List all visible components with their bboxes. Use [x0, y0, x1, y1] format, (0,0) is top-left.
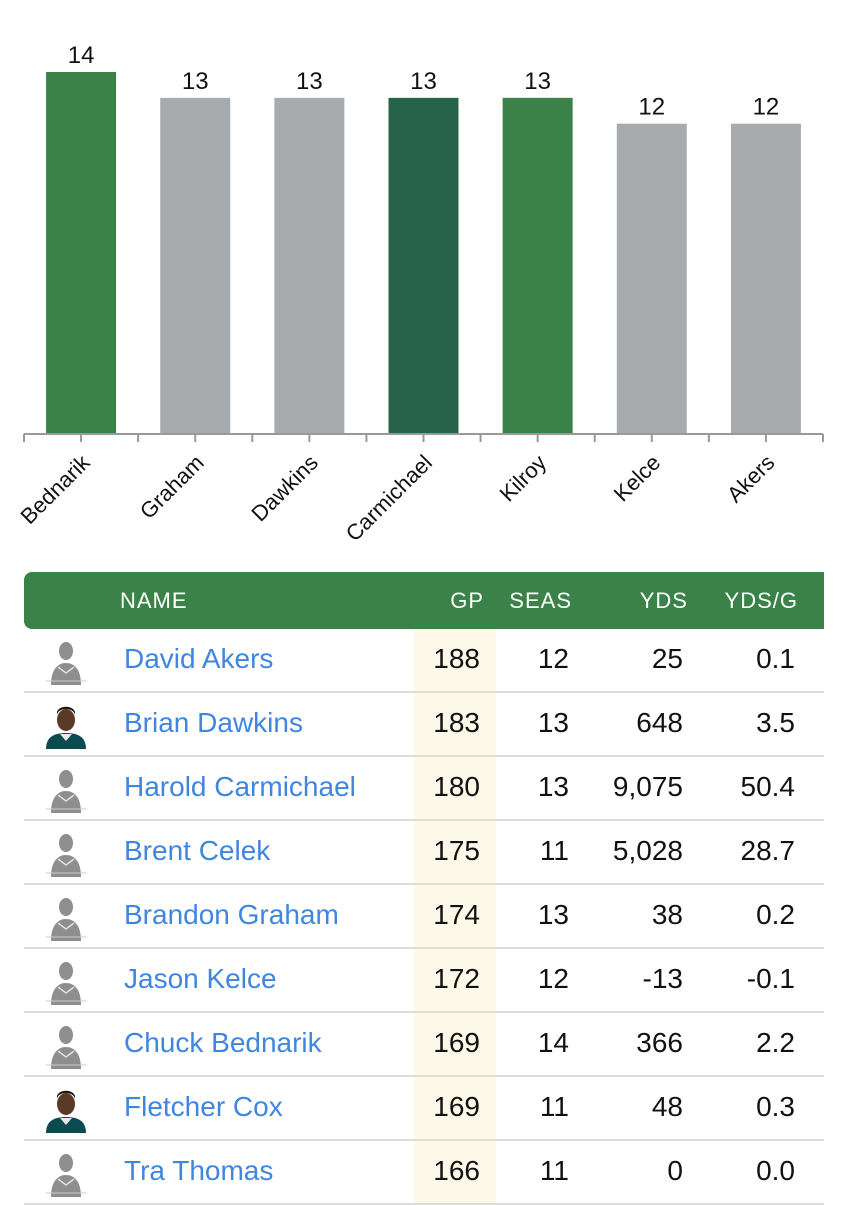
table-header: NAME GP SEAS YDS YDS/G — [24, 572, 824, 629]
gp-cell: 169 — [433, 1091, 480, 1122]
gp-cell: 169 — [433, 1027, 480, 1058]
player-name-link[interactable]: Chuck Bednarik — [124, 1027, 322, 1058]
seasons-cell: 13 — [537, 707, 569, 738]
header-name[interactable]: NAME — [120, 588, 188, 613]
bar-graham — [160, 97, 231, 434]
player-name-link[interactable]: Tra Thomas — [124, 1155, 274, 1186]
player-silhouette-icon — [42, 637, 90, 685]
yards-cell: 48 — [651, 1091, 683, 1122]
yards-per-game-cell: 28.7 — [740, 835, 796, 866]
player-silhouette-icon — [42, 1149, 90, 1197]
player-name-link[interactable]: Brandon Graham — [124, 899, 339, 930]
x-tick-label: Carmichael — [341, 450, 437, 546]
x-tick-label: Graham — [135, 450, 209, 524]
player-silhouette-icon — [42, 765, 90, 813]
yards-per-game-cell: 0.0 — [756, 1155, 795, 1186]
yards-cell: -13 — [642, 963, 683, 994]
player-name-link[interactable]: Fletcher Cox — [124, 1091, 283, 1122]
yards-per-game-cell: -0.1 — [746, 963, 795, 994]
player-silhouette-icon — [42, 829, 90, 877]
table-row: Fletcher Cox 169 11 48 0.3 — [24, 1077, 824, 1141]
bar-kelce — [616, 123, 687, 434]
bar-value-label: 13 — [182, 68, 209, 95]
table-row: Brandon Graham 174 13 38 0.2 — [24, 885, 824, 949]
bar-value-label: 12 — [753, 94, 780, 121]
seasons-cell: 13 — [537, 771, 569, 802]
gp-cell: 183 — [433, 707, 480, 738]
player-name-link[interactable]: Brian Dawkins — [124, 707, 303, 738]
header-yds-per-game[interactable]: YDS/G — [724, 588, 798, 613]
seasons-cell: 11 — [539, 1091, 569, 1122]
player-name-link[interactable]: Jason Kelce — [124, 963, 277, 994]
x-tick-label: Akers — [722, 450, 779, 507]
player-silhouette-icon — [42, 893, 90, 941]
gp-cell: 175 — [433, 835, 480, 866]
player-photo-icon — [42, 701, 90, 749]
header-yds[interactable]: YDS — [639, 588, 688, 613]
table-body: David Akers 188 12 25 0.1 Brian Dawkins 183 13 6… — [24, 629, 824, 1205]
bar-bednarik — [46, 72, 117, 434]
player-name-link[interactable]: Brent Celek — [124, 835, 271, 866]
gp-cell: 188 — [433, 643, 480, 674]
yards-cell: 648 — [636, 707, 683, 738]
table-row: David Akers 188 12 25 0.1 — [24, 629, 824, 693]
table-row: Jason Kelce 172 12 -13 -0.1 — [24, 949, 824, 1013]
yards-cell: 38 — [651, 899, 683, 930]
yards-cell: 0 — [667, 1155, 683, 1186]
player-photo-icon — [42, 1085, 90, 1133]
seasons-cell: 11 — [539, 1155, 569, 1186]
player-name-link[interactable]: Harold Carmichael — [124, 771, 356, 802]
header-gp[interactable]: GP — [450, 588, 484, 613]
players-table: NAME GP SEAS YDS YDS/G David Akers 188 12 2… — [24, 572, 824, 1205]
yards-per-game-cell: 50.4 — [740, 771, 796, 802]
yards-cell: 25 — [651, 643, 683, 674]
seasons-cell: 12 — [537, 643, 569, 674]
gp-cell: 180 — [433, 771, 480, 802]
x-tick-label: Kilroy — [495, 450, 552, 507]
table-row: Brian Dawkins 183 13 648 3.5 — [24, 693, 824, 757]
bar-value-label: 13 — [296, 68, 323, 95]
table-row: Tra Thomas 166 11 0 0.0 — [24, 1141, 824, 1205]
gp-cell: 172 — [433, 963, 480, 994]
bar-value-label: 12 — [638, 94, 665, 121]
header-seas[interactable]: SEAS — [509, 588, 572, 613]
x-tick-label: Kelce — [609, 450, 666, 507]
yards-per-game-cell: 0.1 — [756, 643, 795, 674]
x-tick-label: Dawkins — [246, 450, 322, 526]
bar-value-label: 13 — [410, 68, 437, 95]
bar-value-label: 14 — [68, 42, 95, 69]
seasons-cell: 12 — [537, 963, 569, 994]
yards-cell: 5,028 — [612, 835, 683, 866]
bar-carmichael — [388, 97, 459, 434]
yards-per-game-cell: 3.5 — [756, 707, 795, 738]
yards-cell: 366 — [636, 1027, 683, 1058]
yards-per-game-cell: 2.2 — [756, 1027, 795, 1058]
games-played-bar-chart: 14 Bednarik 13 Graham 13 Dawkins 13 Carmichael 1… — [16, 42, 824, 546]
bar-kilroy — [502, 97, 573, 434]
seasons-cell: 13 — [537, 899, 569, 930]
table-row: Brent Celek 175 11 5,028 28.7 — [24, 821, 824, 885]
x-tick-label: Bednarik — [16, 449, 96, 529]
yards-cell: 9,075 — [612, 771, 683, 802]
yards-per-game-cell: 0.2 — [756, 899, 795, 930]
bar-dawkins — [274, 97, 345, 434]
table-row: Harold Carmichael 180 13 9,075 50.4 — [24, 757, 824, 821]
bar-value-label: 13 — [524, 68, 551, 95]
gp-cell: 166 — [433, 1155, 480, 1186]
player-silhouette-icon — [42, 957, 90, 1005]
bar-akers — [730, 123, 801, 434]
gp-column-highlight — [414, 629, 496, 1204]
gp-cell: 174 — [433, 899, 480, 930]
seasons-cell: 14 — [537, 1027, 569, 1058]
yards-per-game-cell: 0.3 — [756, 1091, 795, 1122]
table-row: Chuck Bednarik 169 14 366 2.2 — [24, 1013, 824, 1077]
seasons-cell: 11 — [539, 835, 569, 866]
player-silhouette-icon — [42, 1021, 90, 1069]
player-name-link[interactable]: David Akers — [124, 643, 274, 674]
